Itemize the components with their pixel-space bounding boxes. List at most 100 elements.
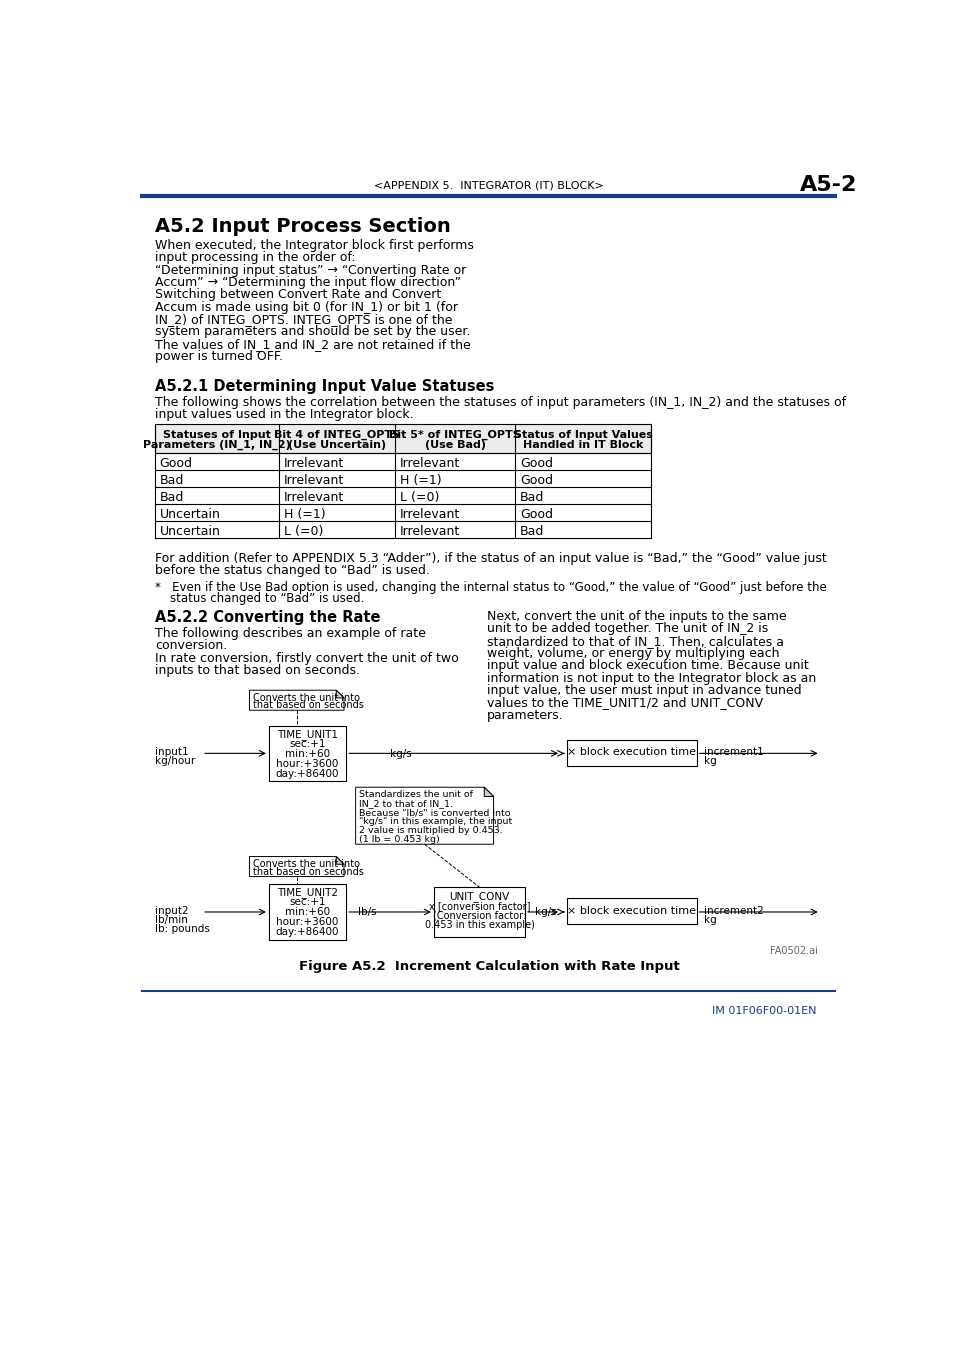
Text: Good: Good (519, 456, 553, 470)
Text: H (=1): H (=1) (283, 508, 325, 521)
Text: The following shows the correlation between the statuses of input parameters (IN: The following shows the correlation betw… (154, 396, 845, 409)
Text: Converts the unit into: Converts the unit into (253, 693, 360, 702)
Text: TIME_UNIT2: TIME_UNIT2 (276, 887, 337, 898)
Text: <APPENDIX 5.  INTEGRATOR (IT) BLOCK>: <APPENDIX 5. INTEGRATOR (IT) BLOCK> (374, 180, 603, 190)
Text: × block execution time: × block execution time (567, 747, 696, 757)
Text: values to the TIME_UNIT1/2 and UNIT_CONV: values to the TIME_UNIT1/2 and UNIT_CONV (486, 697, 762, 709)
Polygon shape (355, 787, 493, 844)
Text: In rate conversion, firstly convert the unit of two: In rate conversion, firstly convert the … (154, 652, 458, 664)
Polygon shape (249, 856, 344, 876)
Text: Status of Input Values: Status of Input Values (513, 429, 652, 440)
Text: conversion.: conversion. (154, 640, 227, 652)
Text: Bad: Bad (519, 491, 544, 504)
Text: kg: kg (703, 915, 717, 925)
Text: H (=1): H (=1) (399, 474, 441, 487)
Text: standardized to that of IN_1. Then, calculates a: standardized to that of IN_1. Then, calc… (486, 634, 782, 648)
Text: that based on seconds: that based on seconds (253, 867, 364, 876)
Text: lb: pounds: lb: pounds (154, 925, 210, 934)
Text: Because "lb/s" is converted into: Because "lb/s" is converted into (359, 809, 511, 817)
Text: unit to be added together. The unit of IN_2 is: unit to be added together. The unit of I… (486, 622, 767, 636)
Text: Irrelevant: Irrelevant (399, 525, 459, 537)
Text: lb/s: lb/s (357, 907, 376, 918)
Text: kg/s: kg/s (390, 749, 412, 759)
Text: IM 01F06F00-01EN: IM 01F06F00-01EN (712, 1006, 816, 1017)
Text: input value and block execution time. Because unit: input value and block execution time. Be… (486, 659, 807, 672)
Text: Next, convert the unit of the inputs to the same: Next, convert the unit of the inputs to … (486, 610, 785, 624)
Text: min:+60: min:+60 (285, 749, 330, 759)
Text: FA0502.ai: FA0502.ai (769, 946, 818, 956)
Text: lb/min: lb/min (154, 915, 188, 925)
Text: kg: kg (703, 756, 717, 767)
Bar (567, 898, 696, 925)
Text: Irrelevant: Irrelevant (283, 456, 343, 470)
Text: (1 lb = 0.453 kg): (1 lb = 0.453 kg) (359, 834, 439, 844)
Bar (567, 740, 696, 765)
Text: Bad: Bad (519, 525, 544, 537)
Text: UNIT_CONV: UNIT_CONV (449, 891, 509, 902)
Bar (269, 726, 346, 782)
Text: Good: Good (519, 474, 553, 487)
Text: A5.2.2 Converting the Rate: A5.2.2 Converting the Rate (154, 610, 380, 625)
Text: The values of IN_1 and IN_2 are not retained if the: The values of IN_1 and IN_2 are not reta… (154, 338, 470, 351)
Polygon shape (484, 787, 493, 796)
Text: A5.2 Input Process Section: A5.2 Input Process Section (154, 217, 450, 236)
Text: information is not input to the Integrator block as an: information is not input to the Integrat… (486, 672, 815, 684)
Text: Good: Good (519, 508, 553, 521)
Text: A5-2: A5-2 (799, 176, 856, 196)
Text: input processing in the order of:: input processing in the order of: (154, 251, 355, 265)
Text: Good: Good (159, 456, 193, 470)
Bar (269, 884, 346, 940)
Text: “Determining input status” → “Converting Rate or: “Determining input status” → “Converting… (154, 263, 466, 277)
Text: Accum” → “Determining the input flow direction”: Accum” → “Determining the input flow dir… (154, 275, 460, 289)
Text: Bit 4 of INTEG_OPTS: Bit 4 of INTEG_OPTS (274, 429, 399, 440)
Text: weight, volume, or energy by multiplying each: weight, volume, or energy by multiplying… (486, 647, 779, 660)
Text: day:+86400: day:+86400 (275, 927, 339, 937)
Text: (Use Uncertain): (Use Uncertain) (288, 440, 386, 450)
Text: hour:+3600: hour:+3600 (276, 918, 338, 927)
Text: Figure A5.2  Increment Calculation with Rate Input: Figure A5.2 Increment Calculation with R… (298, 960, 679, 973)
Text: For addition (Refer to APPENDIX 5.3 “Adder”), if the status of an input value is: For addition (Refer to APPENDIX 5.3 “Add… (154, 552, 826, 564)
Text: increment1: increment1 (703, 747, 763, 757)
Bar (154, 424, 650, 454)
Text: inputs to that based on seconds.: inputs to that based on seconds. (154, 664, 359, 678)
Polygon shape (335, 690, 344, 698)
Text: Converts the unit into: Converts the unit into (253, 859, 360, 869)
Text: *   Even if the Use Bad option is used, changing the internal status to “Good,” : * Even if the Use Bad option is used, ch… (154, 580, 826, 594)
Polygon shape (249, 690, 344, 710)
Text: power is turned OFF.: power is turned OFF. (154, 350, 283, 363)
Text: IN_2 to that of IN_1.: IN_2 to that of IN_1. (359, 799, 453, 809)
Text: Standardizes the unit of: Standardizes the unit of (359, 790, 473, 799)
Text: When executed, the Integrator block first performs: When executed, the Integrator block firs… (154, 239, 474, 252)
Text: before the status changed to “Bad” is used.: before the status changed to “Bad” is us… (154, 564, 429, 576)
Text: Irrelevant: Irrelevant (283, 474, 343, 487)
Text: sec:+1: sec:+1 (289, 738, 326, 749)
Text: day:+86400: day:+86400 (275, 768, 339, 779)
Text: TIME_UNIT1: TIME_UNIT1 (276, 729, 337, 740)
Text: 0.453 in this example): 0.453 in this example) (424, 919, 534, 930)
Text: L (=0): L (=0) (399, 491, 438, 504)
Text: (Use Bad): (Use Bad) (424, 440, 485, 450)
Text: Irrelevant: Irrelevant (399, 508, 459, 521)
Text: Bad: Bad (159, 474, 184, 487)
Text: input1: input1 (154, 747, 189, 757)
Text: Uncertain: Uncertain (159, 525, 220, 537)
Text: "kg/s" in this example, the input: "kg/s" in this example, the input (359, 817, 512, 826)
Text: The following describes an example of rate: The following describes an example of ra… (154, 628, 425, 640)
Text: kg/hour: kg/hour (154, 756, 195, 767)
Text: Bit 5* of INTEG_OPTS: Bit 5* of INTEG_OPTS (389, 429, 520, 440)
Text: input values used in the Integrator block.: input values used in the Integrator bloc… (154, 409, 413, 421)
Text: that based on seconds: that based on seconds (253, 701, 364, 710)
Text: Accum is made using bit 0 (for IN_1) or bit 1 (for: Accum is made using bit 0 (for IN_1) or … (154, 301, 457, 313)
Text: × block execution time: × block execution time (567, 906, 696, 915)
Text: input value, the user must input in advance tuned: input value, the user must input in adva… (486, 684, 801, 697)
Text: min:+60: min:+60 (285, 907, 330, 918)
Text: Bad: Bad (159, 491, 184, 504)
Text: x [conversion factor]: x [conversion factor] (429, 902, 530, 911)
Text: L (=0): L (=0) (283, 525, 322, 537)
Text: Handled in IT Block: Handled in IT Block (522, 440, 642, 450)
Text: (Conversion factor:: (Conversion factor: (433, 910, 526, 921)
Text: Irrelevant: Irrelevant (283, 491, 343, 504)
Text: Statuses of Input: Statuses of Input (163, 429, 271, 440)
Text: hour:+3600: hour:+3600 (276, 759, 338, 768)
Text: kg/s: kg/s (535, 907, 557, 918)
